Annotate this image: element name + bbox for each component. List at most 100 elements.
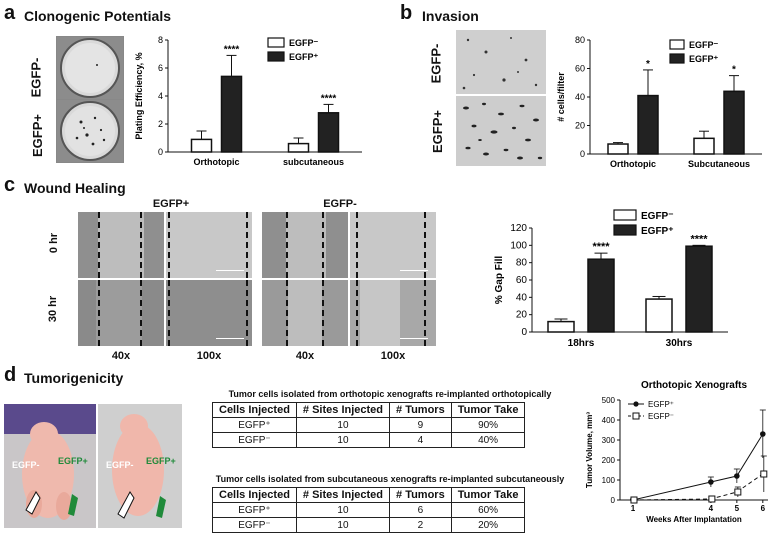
x-tick-label: 1 (631, 504, 636, 513)
wound-image-pos-100x-0hr (166, 212, 252, 278)
legend-swatch (267, 37, 285, 48)
y-tick-label: 300 (602, 436, 616, 445)
data-point (760, 431, 766, 437)
dish-image-neg (57, 37, 123, 99)
wound-image-neg-100x-0hr (350, 212, 436, 278)
chart-d-tumor-volume: Orthotopic Xenografts 0 100 200 300 400 500 1 4 5… (585, 380, 768, 524)
panel-c-group-label-pos: EGFP+ (152, 198, 190, 210)
data-point (760, 470, 768, 478)
legend-label: EGFP⁺ (641, 226, 674, 237)
panel-d-title: Tumorigenicity (24, 370, 124, 386)
legend-swatch (669, 39, 685, 50)
x-category-label: Subcutaneous (688, 159, 750, 169)
x-category-label: Orthotopic (610, 159, 656, 169)
y-tick-label: 40 (516, 292, 528, 303)
wound-image-pos-40x-0hr (78, 212, 164, 278)
mouse-label-pos-1: EGFP+ (58, 456, 88, 466)
legend-swatch (613, 224, 637, 236)
x-axis-label: Weeks After Implantation (646, 515, 742, 524)
y-axis-label: Tumor Volume, mm³ (585, 412, 594, 488)
panel-a-title: Clonogenic Potentials (24, 8, 172, 24)
panel-d-letter: d (4, 364, 17, 386)
panel-b-letter: b (400, 2, 413, 24)
invasion-cells-neg (456, 30, 546, 94)
table-subcutaneous: Cells Injected # Sites Injected # Tumors… (212, 487, 526, 533)
legend-label: EGFP⁺ (289, 52, 319, 62)
legend-label: EGFP⁻ (648, 412, 674, 421)
table-cell: 10 (295, 517, 391, 533)
mag-label-40x-pos: 40x (111, 350, 131, 362)
panel-a-letter: a (4, 2, 16, 24)
table-header: Tumor Take (450, 487, 526, 503)
bar-egfp-pos (723, 90, 745, 155)
mag-label-40x-neg: 40x (295, 350, 315, 362)
table-cell: 2 (389, 517, 452, 533)
x-category-label: Orthotopic (194, 157, 240, 167)
panel-b-row-label-neg: EGFP- (428, 43, 444, 84)
table-cell: EGFP⁺ (212, 502, 297, 518)
legend-label: EGFP⁻ (289, 38, 319, 48)
table-row: EGFP⁺ 10 6 60% (212, 502, 526, 518)
table-cell: 9 (389, 417, 452, 433)
significance-label: **** (592, 241, 610, 253)
chart-a-plating-efficiency: 0 2 4 6 8 Plating Efficiency, % Orthotopic subc… (134, 35, 362, 167)
invasion-image-egfp-pos (456, 96, 546, 166)
bar-egfp-neg (190, 138, 213, 153)
bar-egfp-neg (547, 320, 575, 333)
panel-b-row-label-pos: EGFP+ (430, 110, 445, 153)
data-point (708, 479, 714, 485)
y-tick-label: 100 (510, 240, 527, 251)
table-cell: EGFP⁺ (212, 417, 297, 433)
legend-marker (632, 412, 640, 420)
data-point (734, 488, 742, 496)
table-row: EGFP⁻ 10 2 20% (212, 517, 526, 533)
mag-label-100x-pos: 100x (196, 350, 222, 362)
table-header: # Tumors (389, 402, 452, 418)
table-header: # Sites Injected (295, 402, 391, 418)
table-cell: EGFP⁻ (212, 517, 297, 533)
mouse-label-neg-2: EGFP- (106, 460, 134, 470)
bar-egfp-neg (607, 143, 629, 155)
table-cell: 60% (450, 502, 526, 518)
panel-c-row-label-0hr: 0 hr (48, 232, 61, 254)
chart-c-gap-fill: 0 20 40 60 80 100 120 % Gap Fill 18hrs 30hrs **** *… (494, 209, 728, 349)
y-tick-label: 80 (575, 35, 585, 45)
panel-c-letter: c (4, 174, 16, 196)
table-cell: EGFP⁻ (212, 432, 297, 448)
legend-label: EGFP⁺ (648, 400, 674, 409)
legend-label: EGFP⁻ (641, 211, 674, 222)
bar-egfp-pos (220, 75, 243, 153)
y-tick-label: 0 (580, 149, 585, 159)
panel-b-title: Invasion (422, 8, 479, 24)
y-tick-label: 6 (158, 63, 163, 73)
significance-label: **** (321, 93, 337, 104)
panel-c-group-label-neg: EGFP- (323, 198, 357, 210)
y-axis-label: # cells/filter (556, 72, 566, 122)
y-tick-label: 200 (602, 456, 616, 465)
bar-egfp-neg (287, 142, 310, 153)
legend-marker (633, 401, 639, 407)
wound-image-neg-40x-0hr (262, 212, 348, 278)
y-tick-label: 400 (602, 416, 616, 425)
bar-egfp-pos (587, 258, 615, 333)
x-category-label: 30hrs (666, 338, 693, 349)
mouse-image-2 (98, 404, 182, 528)
panel-c-row-label-30hr: 30 hr (47, 295, 60, 323)
mouse-label-pos-2: EGFP+ (146, 456, 176, 466)
y-tick-label: 60 (575, 64, 585, 74)
panel-a-row-label-pos: EGFP+ (30, 114, 45, 157)
x-category-label: subcutaneous (283, 157, 344, 167)
y-tick-label: 0 (611, 496, 616, 505)
table-cell: 90% (450, 417, 526, 433)
chart-title: Orthotopic Xenografts (641, 380, 748, 391)
clonogenic-dish-egfp-neg (56, 36, 124, 100)
legend-swatch (669, 53, 685, 64)
wound-image-neg-100x-30hr (350, 280, 436, 346)
table-header: Tumor Take (450, 402, 526, 418)
x-category-label: 18hrs (568, 338, 595, 349)
series-line-egfp-neg (632, 473, 764, 501)
table-row: EGFP⁺ 10 9 90% (212, 417, 526, 433)
y-tick-label: 40 (575, 92, 585, 102)
dish-image-pos (57, 100, 123, 162)
y-tick-label: 8 (158, 35, 163, 45)
